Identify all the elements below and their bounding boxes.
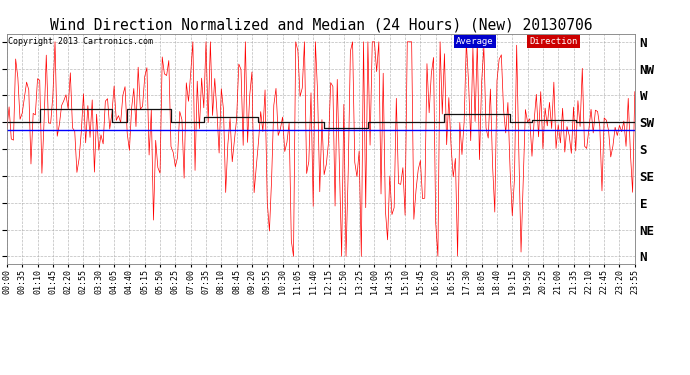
Text: Direction: Direction: [529, 37, 578, 46]
Title: Wind Direction Normalized and Median (24 Hours) (New) 20130706: Wind Direction Normalized and Median (24…: [50, 18, 592, 33]
Text: Copyright 2013 Cartronics.com: Copyright 2013 Cartronics.com: [8, 37, 153, 46]
Text: Average: Average: [456, 37, 493, 46]
